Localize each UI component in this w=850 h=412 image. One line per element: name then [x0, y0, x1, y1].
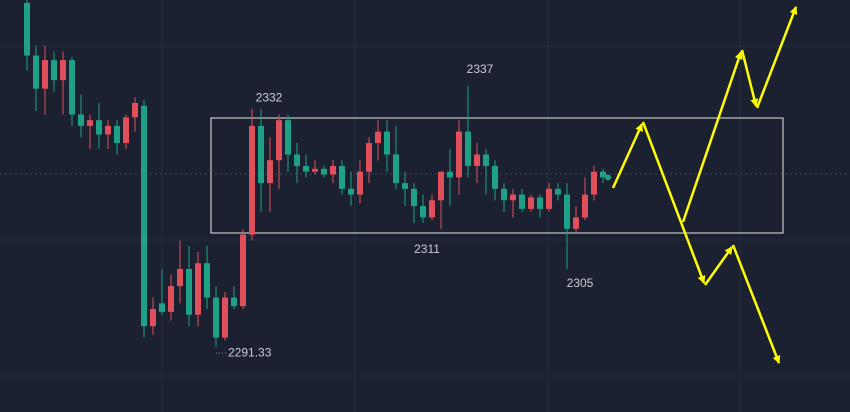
- candle-body: [33, 55, 39, 89]
- candle-body: [357, 171, 363, 195]
- candle-body: [393, 154, 399, 184]
- candle-body: [114, 125, 120, 144]
- candle-body: [375, 131, 381, 144]
- candle-body: [51, 60, 57, 81]
- candle-body: [510, 194, 516, 201]
- candle-body: [258, 125, 264, 184]
- candle-body: [465, 131, 471, 166]
- candle-body: [60, 60, 66, 81]
- candle-body: [321, 168, 327, 175]
- candle-body: [591, 171, 597, 195]
- candle-body: [438, 171, 444, 201]
- current-dot: [605, 174, 611, 181]
- candle-body: [240, 234, 246, 307]
- arrow: [703, 246, 734, 286]
- candle-body: [285, 120, 291, 155]
- candle-body: [330, 165, 336, 175]
- price-annotation: 2311: [414, 242, 440, 256]
- candle-body: [69, 60, 75, 115]
- candle-body: [222, 297, 228, 338]
- candle-body: [159, 303, 165, 312]
- candle-body: [141, 105, 147, 327]
- arrow: [681, 51, 743, 223]
- candle-body: [87, 120, 93, 126]
- candle-body: [168, 286, 174, 312]
- price-annotation: 2337: [467, 62, 494, 76]
- price-annotation: 2332: [256, 91, 283, 105]
- candle-body: [96, 120, 102, 135]
- candle-body: [123, 117, 129, 144]
- candle-body: [447, 171, 453, 178]
- candle-body: [429, 200, 435, 218]
- candle-body: [366, 143, 372, 172]
- candle-body: [177, 268, 183, 287]
- candle-body: [204, 263, 210, 298]
- candle-body: [519, 194, 525, 209]
- candle-body: [195, 263, 201, 315]
- candle-body: [501, 188, 507, 201]
- candle-body: [537, 197, 543, 209]
- candle-body: [276, 120, 282, 161]
- candle-body: [474, 154, 480, 166]
- candle-body: [132, 103, 138, 118]
- candle-body: [312, 168, 318, 172]
- candle-body: [573, 217, 579, 229]
- candle-body: [555, 188, 561, 195]
- price-annotation: 2291.33: [228, 345, 272, 359]
- candle-body: [303, 165, 309, 172]
- candle-body: [186, 268, 192, 315]
- annotations: 2332 2337 2311 2305 2291.33: [216, 62, 594, 359]
- candle-body: [411, 188, 417, 206]
- arrow: [740, 49, 759, 107]
- candle-body: [339, 165, 345, 189]
- candle-body: [420, 206, 426, 218]
- price-annotation: 2305: [567, 276, 594, 290]
- candle-body: [294, 154, 300, 166]
- candle-body: [231, 297, 237, 307]
- arrow: [611, 123, 644, 189]
- candle-body: [483, 154, 489, 166]
- candle-body: [348, 188, 354, 195]
- candle-body: [267, 160, 273, 184]
- range-box: [210, 117, 784, 234]
- candle-body: [78, 114, 84, 126]
- candle-body: [249, 125, 255, 235]
- candle-body: [582, 194, 588, 218]
- candle-body: [492, 165, 498, 189]
- candle-body: [24, 2, 30, 56]
- candle-body: [528, 197, 534, 209]
- candle-body: [600, 171, 606, 178]
- candle-body: [150, 309, 156, 327]
- forecast-arrows: [611, 6, 798, 364]
- candle-body: [456, 131, 462, 178]
- candle-body: [105, 125, 111, 135]
- arrow: [755, 6, 798, 109]
- arrow: [641, 121, 706, 284]
- candle-body: [546, 188, 552, 209]
- arrow: [731, 244, 781, 364]
- candle-body: [564, 194, 570, 229]
- candles: [24, 0, 611, 348]
- candle-body: [384, 131, 390, 155]
- candle-body: [42, 60, 48, 89]
- candle-body: [402, 183, 408, 189]
- candle-body: [213, 297, 219, 338]
